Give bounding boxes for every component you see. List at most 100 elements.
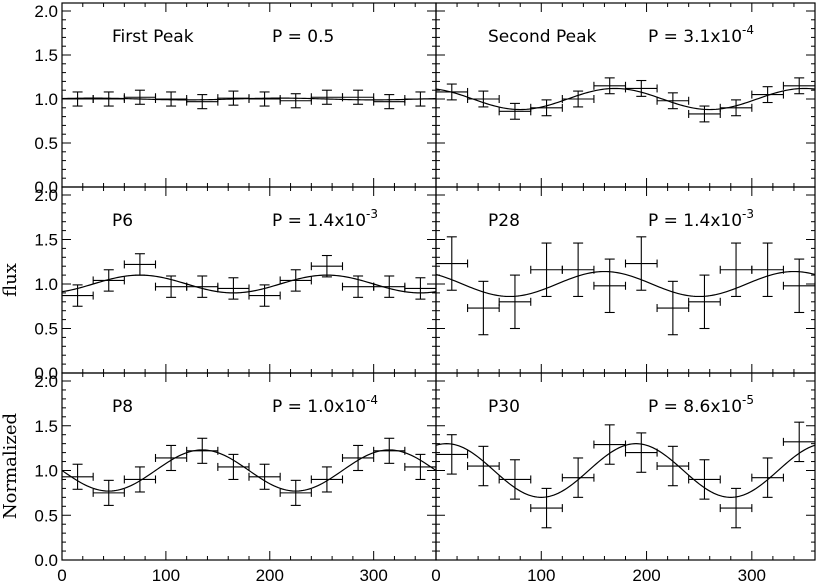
data-point <box>217 277 250 300</box>
data-point <box>467 90 500 108</box>
panel-bottom-left: 0.0 0.5 1.0 1.5 2.0 0 100 200 300 P8 P = 1.0x10-4 <box>34 372 437 585</box>
data-point <box>751 457 784 498</box>
y-tick-label: 1.5 <box>34 231 58 250</box>
data-point <box>92 479 125 506</box>
data-point <box>624 432 658 473</box>
y-axis-label-line1: Normalized <box>0 413 21 519</box>
data-point <box>404 453 437 481</box>
data-point <box>498 274 532 330</box>
data-point <box>186 94 219 110</box>
data-point <box>530 487 563 529</box>
data-point <box>656 92 690 110</box>
data-point <box>279 269 312 292</box>
y-axis-label: Normalized flux <box>0 263 21 519</box>
data-point <box>341 275 375 298</box>
x-tick-label: 300 <box>359 566 387 585</box>
panel-name: First Peak <box>112 27 194 47</box>
y-tick-label: 1.0 <box>34 275 58 294</box>
data-point <box>467 280 500 336</box>
panel-probability: P = 0.5 <box>272 27 334 47</box>
data-point <box>688 105 721 123</box>
y-tick-label: 2.0 <box>34 372 58 391</box>
data-point <box>624 79 658 97</box>
panel-probability: P = 1.0x10-4 <box>272 393 378 417</box>
x-tick-label: 200 <box>256 566 284 585</box>
data-point <box>624 236 658 291</box>
x-tick-label: 0 <box>57 566 66 585</box>
panel-name: P8 <box>112 397 133 417</box>
y-tick-label: 1.5 <box>34 417 58 436</box>
data-point <box>373 275 406 298</box>
x-tick-label: 100 <box>527 566 555 585</box>
data-point <box>217 90 250 106</box>
data-point <box>688 459 721 500</box>
data-point <box>561 90 595 108</box>
model-curve <box>435 270 816 298</box>
data-point <box>467 445 500 487</box>
data-point <box>561 242 595 298</box>
data-point <box>593 77 627 95</box>
data-point <box>154 444 188 472</box>
panel-bottom-right: 0 100 200 300 P30 P = 8.6x10-5 <box>431 372 816 585</box>
data-point <box>530 242 563 298</box>
data-point <box>123 89 157 105</box>
x-tick-label: 0 <box>431 566 440 585</box>
data-point <box>341 89 375 105</box>
y-tick-label: 1.0 <box>34 90 58 109</box>
data-point <box>751 242 784 298</box>
panel-middle-left: 0.0 0.5 1.0 1.5 2.0 P6 P = 1.4x10-3 <box>34 186 437 383</box>
y-tick-label: 2.0 <box>34 2 58 21</box>
data-point <box>561 457 595 498</box>
y-tick-label: 0.5 <box>34 134 58 153</box>
data-point <box>217 453 250 481</box>
data-point <box>498 102 532 120</box>
data-point <box>782 421 816 463</box>
data-point <box>656 445 690 487</box>
data-point <box>656 280 690 336</box>
y-tick-label: 0.5 <box>34 506 58 525</box>
y-tick-label: 0.0 <box>34 178 58 197</box>
data-point <box>435 434 469 475</box>
data-point <box>154 275 188 298</box>
data-point <box>498 459 532 500</box>
panel-middle-right: P28 P = 1.4x10-3 <box>435 186 816 374</box>
panel-top-left: 0.0 0.5 1.0 1.5 2.0 First Peak P = 0.5 <box>34 2 437 197</box>
data-point <box>186 275 219 298</box>
data-point <box>593 258 627 314</box>
panel-name: P6 <box>112 211 133 231</box>
data-point <box>186 437 219 464</box>
panel-probability: P = 3.1x10-4 <box>648 23 754 47</box>
y-tick-label: 0.0 <box>34 364 58 383</box>
data-point <box>404 277 437 300</box>
data-point <box>248 91 281 107</box>
data-point <box>61 91 94 107</box>
data-point <box>435 236 469 291</box>
data-point <box>310 89 344 105</box>
panel-top-right: Second Peak P = 3.1x10-4 <box>435 2 816 188</box>
data-point <box>404 91 437 107</box>
panel-probability: P = 8.6x10-5 <box>648 393 754 417</box>
data-point <box>341 444 375 472</box>
data-point <box>593 424 627 465</box>
data-point <box>279 93 312 109</box>
data-point <box>751 86 784 104</box>
y-axis-label-line2: flux <box>0 263 21 297</box>
data-point <box>248 463 281 490</box>
data-point <box>373 94 406 110</box>
data-point <box>719 242 753 298</box>
data-point <box>530 99 563 117</box>
y-tick-label: 1.0 <box>34 462 58 481</box>
data-point <box>248 284 281 307</box>
data-point <box>61 463 94 490</box>
panel-name: P28 <box>488 211 520 231</box>
data-point <box>310 466 344 493</box>
data-point <box>435 83 469 101</box>
data-point <box>123 253 157 276</box>
data-point <box>92 269 125 292</box>
x-tick-label: 300 <box>738 566 766 585</box>
y-tick-label: 1.5 <box>34 46 58 65</box>
panel-probability: P = 1.4x10-3 <box>648 207 754 231</box>
data-point <box>123 466 157 493</box>
data-point <box>782 258 816 314</box>
